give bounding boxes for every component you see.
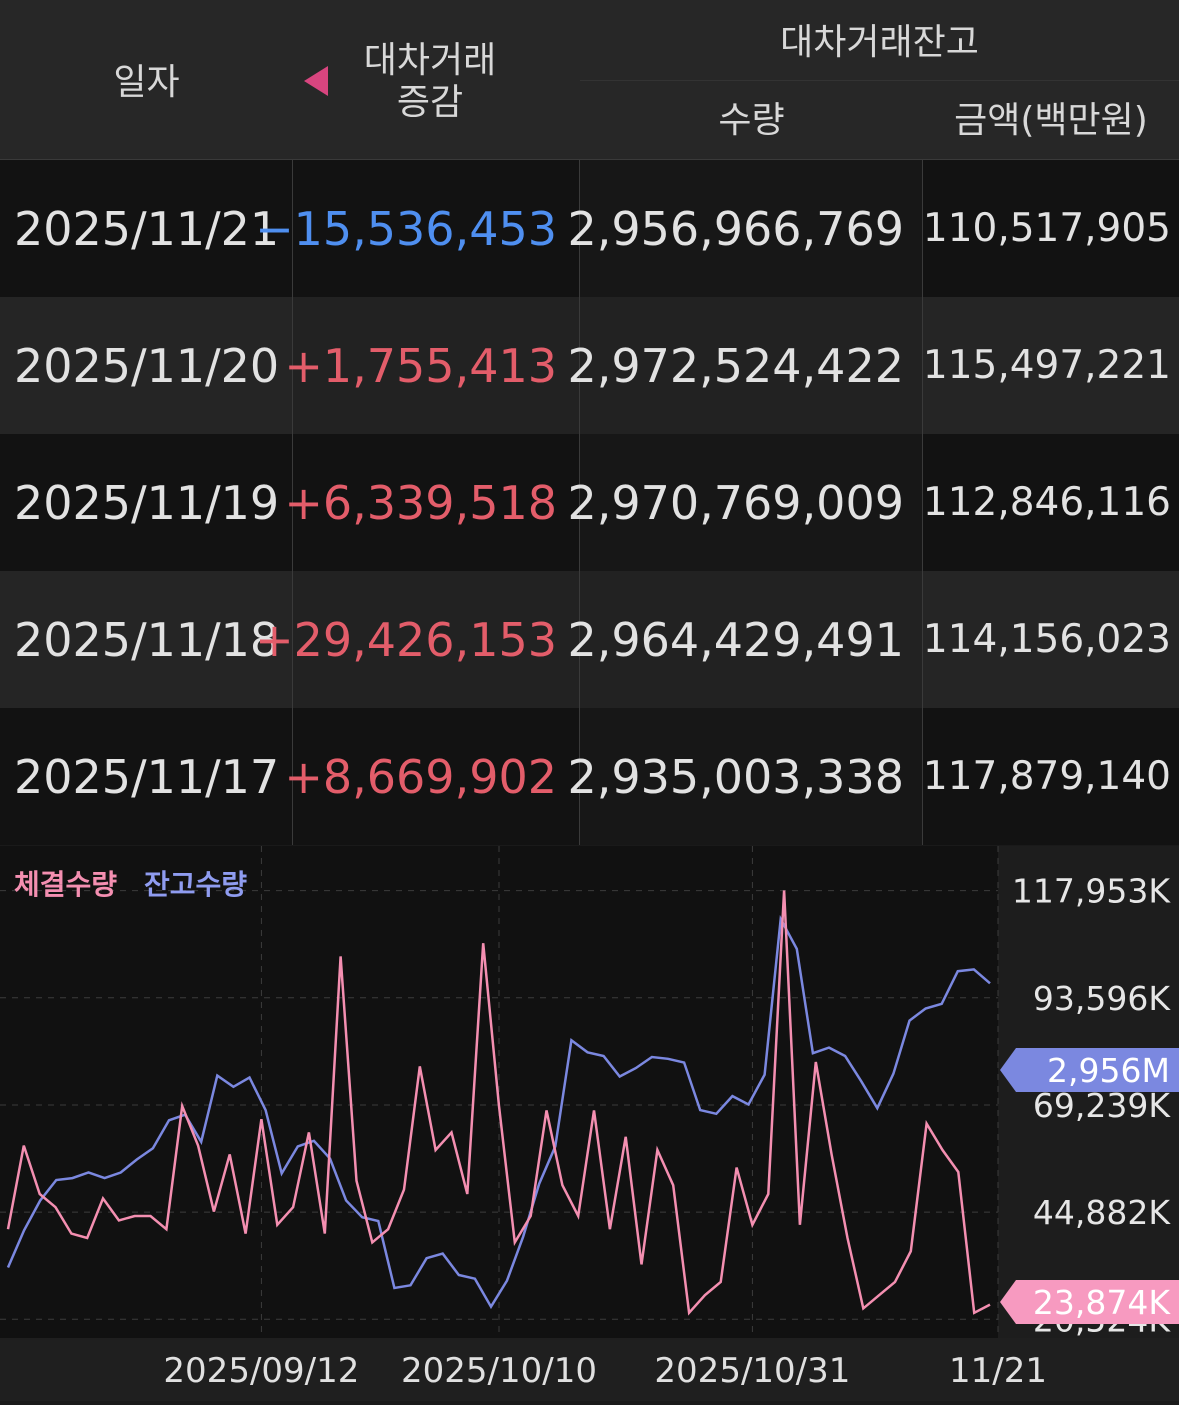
row-change: +1,755,413 (284, 297, 580, 434)
row-change: +6,339,518 (284, 434, 580, 571)
x-tick-label: 11/21 (949, 1351, 1047, 1391)
header-quantity[interactable]: 수량 (718, 100, 785, 141)
x-tick-label: 2025/10/10 (401, 1351, 597, 1391)
header-date[interactable]: 일자 (113, 62, 180, 103)
row-date: 2025/11/18 (0, 571, 293, 708)
row-quantity: 2,956,966,769 (567, 160, 923, 297)
row-quantity: 2,972,524,422 (567, 297, 923, 434)
y-tick-label: 117,953K (1012, 872, 1171, 911)
y-tick-label: 69,239K (1033, 1086, 1171, 1125)
row-amount: 117,879,140 (922, 754, 1171, 799)
row-quantity: 2,964,429,491 (567, 571, 923, 708)
row-amount: 112,846,116 (922, 480, 1171, 525)
badge-balance-last: 2,956M (1000, 1048, 1179, 1092)
y-tick-label: 93,596K (1033, 979, 1171, 1018)
table-header: 일자 대차거래 증감 대차거래잔고 수량 금액(백만원) (0, 0, 1179, 160)
svg-text:23,874K: 23,874K (1033, 1283, 1171, 1322)
row-change: −15,536,453 (255, 160, 580, 297)
sort-left-icon[interactable] (304, 66, 328, 96)
x-axis-panel (0, 1338, 1179, 1401)
row-change: +29,426,153 (255, 571, 580, 708)
row-amount: 115,497,221 (923, 297, 1179, 434)
badge-volume-last: 23,874K (1000, 1280, 1179, 1324)
legend-balance: 잔고수량 (144, 868, 247, 901)
table-row[interactable]: 2025/11/20 +1,755,413 2,972,524,422 115,… (0, 297, 1179, 434)
row-date: 2025/11/20 (0, 297, 293, 434)
table-row[interactable]: 2025/11/17 +8,669,902 2,935,003,338 117,… (0, 708, 1179, 845)
row-date: 2025/11/21 (0, 160, 293, 297)
x-tick-label: 2025/10/31 (654, 1351, 850, 1391)
header-balance-group: 대차거래잔고 (780, 22, 979, 63)
header-amount[interactable]: 금액(백만원) (954, 100, 1148, 141)
row-amount: 110,517,905 (922, 206, 1171, 251)
legend-volume: 체결수량 (14, 868, 117, 901)
header-change[interactable]: 대차거래 증감 (363, 40, 497, 123)
table-row[interactable]: 2025/11/21 −15,536,453 2,956,966,769 110… (0, 160, 1179, 297)
row-date: 2025/11/17 (0, 708, 293, 845)
row-quantity: 2,970,769,009 (567, 434, 923, 571)
row-amount: 114,156,023 (923, 571, 1179, 708)
row-change: +8,669,902 (284, 708, 580, 845)
row-quantity: 2,935,003,338 (567, 708, 923, 845)
series-line-balance (6, 914, 991, 1310)
x-tick-label: 2025/09/12 (163, 1351, 359, 1391)
svg-text:2,956M: 2,956M (1047, 1051, 1170, 1090)
series-line-volume (6, 890, 991, 1316)
y-tick-label: 44,882K (1033, 1193, 1171, 1232)
header-divider (580, 80, 1179, 81)
row-date: 2025/11/19 (0, 434, 293, 571)
table-row[interactable]: 2025/11/19 +6,339,518 2,970,769,009 112,… (0, 434, 1179, 571)
table-row[interactable]: 2025/11/18 +29,426,153 2,964,429,491 114… (0, 571, 1179, 708)
